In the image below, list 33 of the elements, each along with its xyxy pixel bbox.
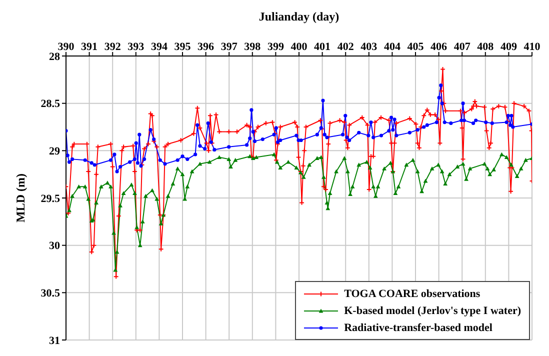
y-axis-title: MLD (m): [13, 174, 28, 222]
y-tick-label: 31: [49, 334, 60, 347]
y-tick-label: 30: [49, 240, 60, 252]
x-tick-label: 406: [430, 41, 448, 53]
x-tick-label: 399: [267, 41, 284, 53]
y-tick-label: 28.5: [40, 98, 60, 110]
x-tick-label: 404: [384, 41, 401, 53]
x-tick-label: 393: [128, 41, 145, 53]
x-tick-label: 402: [337, 41, 354, 53]
x-tick-label: 403: [360, 41, 378, 53]
y-tick-label: 30.5: [40, 288, 60, 300]
x-tick-label: 398: [244, 41, 262, 53]
x-tick-label: 410: [524, 41, 541, 53]
x-tick-label: 397: [220, 41, 238, 53]
x-tick-label: 409: [500, 41, 518, 53]
x-axis-title: Julianday (day): [258, 10, 340, 24]
legend-label: K-based model (Jerlov's type I water): [344, 304, 521, 316]
x-tick-label: 408: [477, 41, 494, 53]
x-tick-label: 390: [58, 41, 75, 53]
legend-label: TOGA COARE observations: [344, 288, 480, 300]
x-tick-label: 401: [314, 41, 331, 53]
x-tick-label: 392: [104, 41, 122, 53]
x-tick-label: 407: [454, 41, 471, 53]
x-tick-label: 394: [150, 41, 168, 53]
y-tick-label: 28: [49, 50, 60, 63]
x-tick-label: 396: [198, 41, 215, 53]
x-tick-label: 395: [174, 41, 192, 53]
x-tick-label: 400: [290, 41, 308, 53]
y-tick-label: 29: [49, 146, 60, 158]
y-tick-label: 29.5: [40, 192, 60, 205]
x-tick-label: 391: [81, 41, 98, 53]
legend-label: Radiative-transfer-based model: [344, 322, 492, 334]
x-tick-label: 405: [407, 41, 424, 53]
